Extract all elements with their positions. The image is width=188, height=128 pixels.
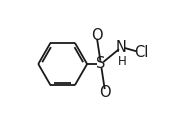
Text: H: H	[118, 55, 127, 68]
Text: S: S	[96, 56, 106, 72]
Text: N: N	[116, 40, 127, 55]
Text: O: O	[91, 28, 102, 43]
Text: Cl: Cl	[134, 45, 149, 60]
Text: O: O	[99, 85, 111, 100]
